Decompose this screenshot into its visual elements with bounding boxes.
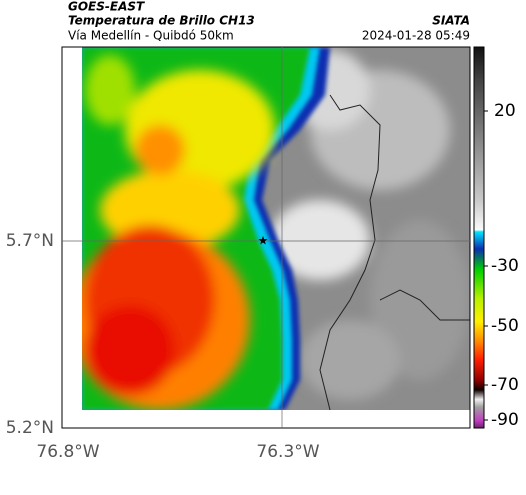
colorbar-ticks	[484, 110, 488, 421]
brightness-field	[82, 47, 470, 410]
source: SIATA	[432, 14, 470, 28]
margin	[62, 47, 82, 428]
lon-label: 76.3°W	[256, 442, 319, 462]
colorbar-label: 20	[494, 101, 516, 121]
route: Vía Medellín - Quibdó 50km	[68, 29, 234, 43]
lon-label: 76.8°W	[36, 442, 99, 462]
satellite: GOES-EAST	[68, 0, 145, 14]
colorbar-label: -30	[491, 256, 519, 276]
lat-label: 5.7°N	[6, 231, 54, 251]
lat-label: 5.2°N	[6, 418, 54, 438]
colorbar-label: -50	[491, 316, 519, 336]
map-frame	[61, 46, 471, 429]
timestamp: 2024-01-28 05:49	[362, 29, 470, 43]
colorbar-label: -90	[491, 410, 519, 430]
colorbar-label: -70	[491, 375, 519, 395]
colorbar	[473, 46, 485, 429]
location-marker: ★	[258, 234, 269, 248]
product: Temperatura de Brillo CH13	[68, 14, 255, 28]
